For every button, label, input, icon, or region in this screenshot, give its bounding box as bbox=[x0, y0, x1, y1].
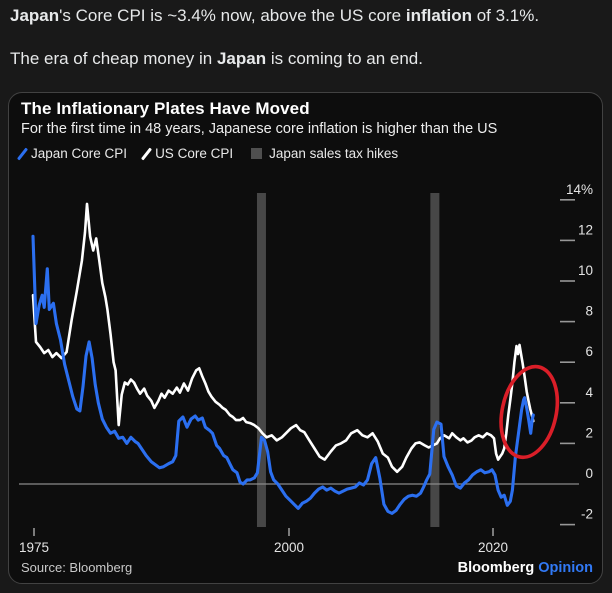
post-line2-text: The era of cheap money in bbox=[10, 49, 217, 69]
chart-legend: Japan Core CPI US Core CPI Japan sales tax… bbox=[17, 146, 398, 161]
post-text: Japan's Core CPI is ~3.4% now, above the… bbox=[10, 5, 604, 70]
legend-label: Japan sales tax hikes bbox=[269, 146, 399, 161]
legend-item-2: Japan sales tax hikes bbox=[251, 146, 398, 161]
y-tick-label: -2 bbox=[581, 507, 593, 522]
post-line2-bold-japan: Japan bbox=[216, 49, 267, 69]
post-line-1: Japan's Core CPI is ~3.4% now, above the… bbox=[10, 5, 604, 27]
chart-subtitle: For the first time in 48 years, Japanese… bbox=[21, 121, 498, 137]
tax-hike-bar bbox=[430, 193, 440, 527]
x-tick-label: 2020 bbox=[478, 540, 508, 555]
post-line1-tail: of 3.1%. bbox=[471, 6, 540, 25]
y-tick-label: 10 bbox=[578, 263, 593, 278]
legend-square-icon bbox=[251, 148, 263, 159]
y-tick-label: 8 bbox=[585, 304, 593, 319]
post-line1-bold-japan: Japan bbox=[10, 6, 60, 25]
japan-core-cpi-line bbox=[31, 234, 535, 515]
chart-footer: Source: Bloomberg Bloomberg Opinion bbox=[21, 560, 593, 576]
legend-label: US Core CPI bbox=[155, 146, 234, 161]
x-tick-label: 1975 bbox=[19, 540, 49, 555]
y-tick-label: 14% bbox=[566, 182, 593, 197]
source-label: Source: Bloomberg bbox=[21, 560, 133, 575]
legend-slash-icon bbox=[141, 147, 153, 160]
legend-item-0: Japan Core CPI bbox=[17, 146, 128, 161]
y-tick-label: 0 bbox=[585, 466, 593, 481]
legend-item-1: US Core CPI bbox=[141, 146, 234, 161]
legend-label: Japan Core CPI bbox=[31, 146, 128, 161]
cpi-line-chart: 14% 12 10 8 6 4 2 0 -2 1975 2000 2020 bbox=[19, 182, 594, 555]
us-core-cpi-line bbox=[31, 202, 535, 474]
chart-title: The Inflationary Plates Have Moved bbox=[21, 99, 310, 118]
x-tick-label: 2000 bbox=[274, 540, 304, 555]
tax-hike-bar bbox=[256, 193, 266, 527]
legend-slash-icon bbox=[17, 147, 28, 160]
post-line-2: The era of cheap money in Japan is comin… bbox=[10, 48, 604, 70]
opinion-wordmark: Opinion bbox=[534, 560, 593, 576]
bloomberg-wordmark: Bloomberg bbox=[457, 560, 535, 576]
chart-card: The Inflationary Plates Have Moved For t… bbox=[8, 92, 603, 584]
y-tick-label: 2 bbox=[585, 425, 593, 440]
red-circle-annotation bbox=[499, 364, 560, 460]
post-line2-tail: is coming to an end. bbox=[266, 49, 423, 69]
post-line1-text: 's Core CPI is ~3.4% now, above the US c… bbox=[59, 6, 406, 25]
y-tick-label: 6 bbox=[585, 344, 593, 359]
y-tick-label: 4 bbox=[585, 385, 593, 400]
bloomberg-opinion-logo: Bloomberg Opinion bbox=[458, 560, 593, 576]
y-tick-label: 12 bbox=[578, 222, 593, 237]
post-line1-bold-inflation: inflation bbox=[405, 6, 472, 25]
